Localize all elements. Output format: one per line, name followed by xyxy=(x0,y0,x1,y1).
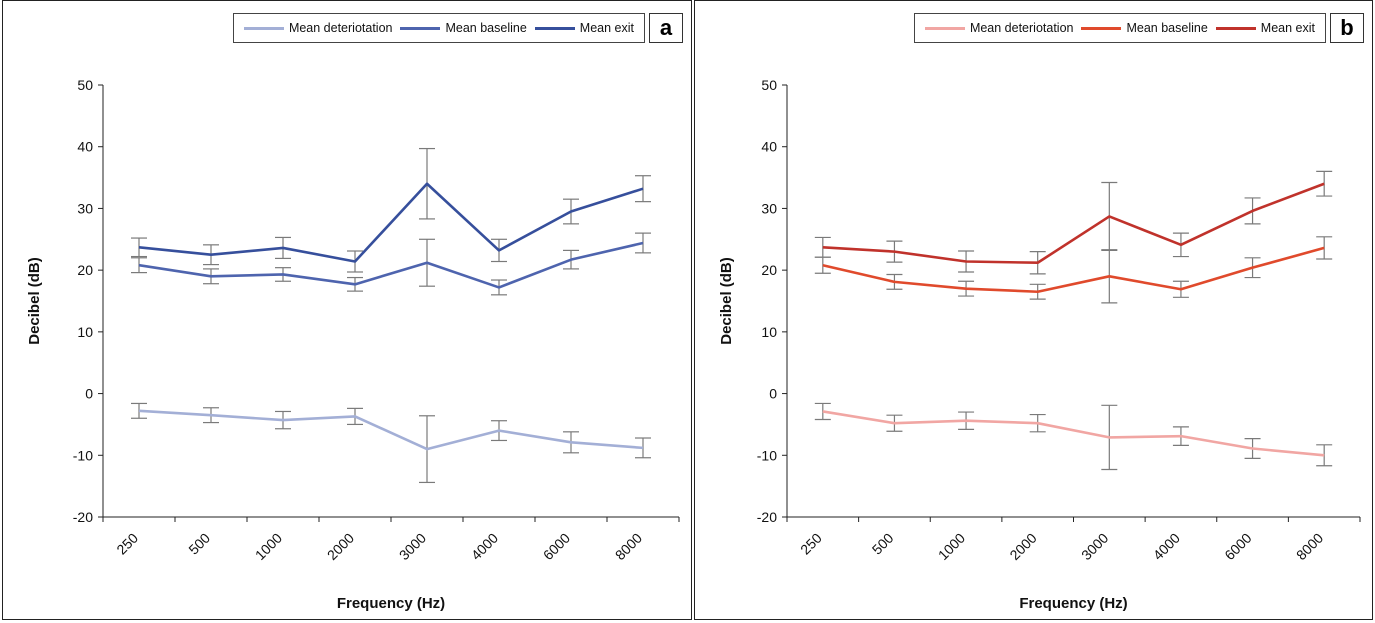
x-tick-label: 8000 xyxy=(612,530,645,563)
x-tick-label: 3000 xyxy=(1078,530,1111,563)
legend-item: Mean deteriotation xyxy=(243,21,393,35)
y-tick-label: 40 xyxy=(761,139,777,155)
x-tick-label: 250 xyxy=(113,530,141,558)
x-tick-label: 8000 xyxy=(1293,530,1326,563)
y-tick-label: 40 xyxy=(77,139,93,155)
y-tick-label: 20 xyxy=(77,262,93,278)
x-tick-label: 3000 xyxy=(396,530,429,563)
legend-swatch xyxy=(400,26,441,30)
y-tick-label: 0 xyxy=(769,386,777,402)
series-1 xyxy=(814,236,1333,304)
chart-panel-b: -20 -10 0 10 20 30 40 50 250 500 1000 2000 3000 4000 6… xyxy=(694,0,1373,620)
series-line xyxy=(138,409,644,451)
legend-item: Mean exit xyxy=(534,21,634,35)
y-axis-title: Decibel (dB) xyxy=(26,257,43,345)
x-tick-label: 4000 xyxy=(468,530,501,563)
legend-item: Mean deteriotation xyxy=(924,21,1074,35)
x-tick-label: 250 xyxy=(797,530,825,558)
series-0 xyxy=(814,402,1333,471)
legend-item: Mean baseline xyxy=(400,21,527,35)
panel-label-a: a xyxy=(649,13,683,43)
legend-swatch xyxy=(924,26,965,30)
y-tick-label: -10 xyxy=(73,447,93,463)
y-tick-label: 50 xyxy=(77,77,93,93)
chart-panel-a: -20 -10 0 10 20 30 40 50 250 500 1000 2000 3000 4000 6… xyxy=(2,0,692,620)
series-line xyxy=(138,241,644,289)
y-tick-label: 0 xyxy=(85,386,93,402)
legend-label: Mean exit xyxy=(579,21,634,35)
y-tick-label: 20 xyxy=(761,262,777,278)
y-tick-label: 10 xyxy=(77,324,93,340)
x-tick-label: 500 xyxy=(869,530,897,558)
legend-label: Mean deteriotation xyxy=(288,21,393,35)
x-axis-title: Frequency (Hz) xyxy=(337,595,445,612)
legend-item: Mean baseline xyxy=(1081,21,1208,35)
x-tick-label: 1000 xyxy=(935,530,968,563)
x-axis-title: Frequency (Hz) xyxy=(1019,595,1127,612)
series-line xyxy=(822,410,1325,457)
legend-label: Mean baseline xyxy=(1126,21,1208,35)
y-tick-label: -10 xyxy=(757,447,777,463)
y-tick-label: -20 xyxy=(757,509,777,525)
x-tick-label: 2000 xyxy=(324,530,357,563)
legend-swatch xyxy=(243,26,284,30)
x-tick-label: 2000 xyxy=(1006,530,1039,563)
x-tick-label: 1000 xyxy=(252,530,285,563)
y-tick-label: 50 xyxy=(761,77,777,93)
chart-a-plot: -20 -10 0 10 20 30 40 50 250 500 1000 2000 3000 4000 6… xyxy=(26,77,680,612)
chart-b-plot: -20 -10 0 10 20 30 40 50 250 500 1000 2000 3000 4000 6… xyxy=(718,77,1361,612)
y-axis-title: Decibel (dB) xyxy=(718,257,735,345)
legend-label: Mean baseline xyxy=(445,21,527,35)
chart-a-legend: Mean deteriotation Mean baseline Mean ex… xyxy=(232,13,645,43)
legend-swatch xyxy=(534,26,575,30)
series-1 xyxy=(131,232,651,296)
series-line xyxy=(138,182,644,263)
legend-swatch xyxy=(1081,26,1122,30)
x-tick-label: 500 xyxy=(185,530,213,558)
series-2 xyxy=(814,170,1333,275)
legend-swatch xyxy=(1215,26,1256,30)
legend-label: Mean deteriotation xyxy=(969,21,1074,35)
y-tick-label: 30 xyxy=(761,200,777,216)
series-line xyxy=(822,182,1325,265)
series-2 xyxy=(131,147,651,273)
series-line xyxy=(822,246,1325,294)
x-tick-label: 4000 xyxy=(1150,530,1183,563)
y-tick-label: 30 xyxy=(77,200,93,216)
x-tick-label: 6000 xyxy=(1221,530,1254,563)
y-tick-label: 10 xyxy=(761,324,777,340)
y-tick-label: -20 xyxy=(73,509,93,525)
series-0 xyxy=(131,402,651,484)
legend-label: Mean exit xyxy=(1260,21,1315,35)
panel-label-b: b xyxy=(1330,13,1364,43)
x-tick-label: 6000 xyxy=(540,530,573,563)
chart-b-legend: Mean deteriotation Mean baseline Mean ex… xyxy=(913,13,1326,43)
legend-item: Mean exit xyxy=(1215,21,1315,35)
